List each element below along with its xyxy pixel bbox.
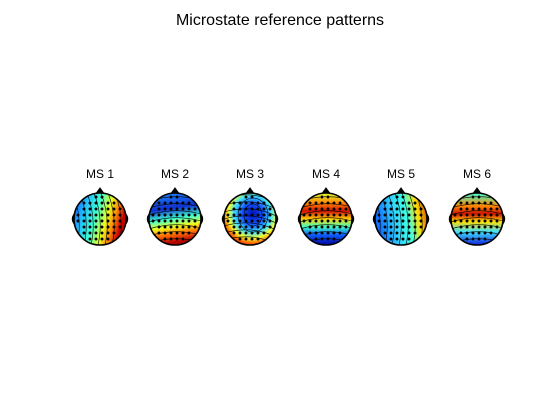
topomap-4 xyxy=(297,187,355,246)
right-ear-icon xyxy=(351,213,355,225)
nose-icon xyxy=(245,187,255,194)
electrode-markers xyxy=(151,195,197,241)
nose-icon xyxy=(472,187,482,194)
ms3-label: MS 3 xyxy=(235,167,264,181)
scalp-field xyxy=(451,193,503,245)
ms6-label: MS 6 xyxy=(462,167,491,181)
ms4-label: MS 4 xyxy=(311,167,340,181)
ms5-label: MS 5 xyxy=(386,167,415,181)
electrode-markers xyxy=(302,195,348,241)
topomap-6 xyxy=(448,187,506,246)
right-ear-icon xyxy=(426,213,430,225)
nose-icon xyxy=(170,187,180,194)
left-ear-icon xyxy=(221,213,225,225)
topomap-1 xyxy=(71,187,129,246)
electrode-markers xyxy=(377,195,423,241)
topomap-5 xyxy=(372,187,430,246)
right-ear-icon xyxy=(275,213,279,225)
topomap-2 xyxy=(146,187,204,246)
right-ear-icon xyxy=(200,213,204,225)
nose-icon xyxy=(321,187,331,194)
topomap-3 xyxy=(221,187,279,246)
scalp-field xyxy=(300,193,352,245)
left-ear-icon xyxy=(297,213,301,225)
scalp-field xyxy=(149,193,201,245)
electrode-markers xyxy=(76,195,122,241)
electrode-markers xyxy=(226,195,272,241)
page-title: Microstate reference patterns xyxy=(175,12,385,29)
right-ear-icon xyxy=(125,213,129,225)
left-ear-icon xyxy=(146,213,150,225)
left-ear-icon xyxy=(372,213,376,225)
right-ear-icon xyxy=(502,213,506,225)
nose-icon xyxy=(396,187,406,194)
electrode-markers xyxy=(453,195,499,241)
nose-icon xyxy=(95,187,105,194)
left-ear-icon xyxy=(448,213,452,225)
left-ear-icon xyxy=(71,213,75,225)
ms1-label: MS 1 xyxy=(85,167,114,181)
ms2-label: MS 2 xyxy=(160,167,189,181)
